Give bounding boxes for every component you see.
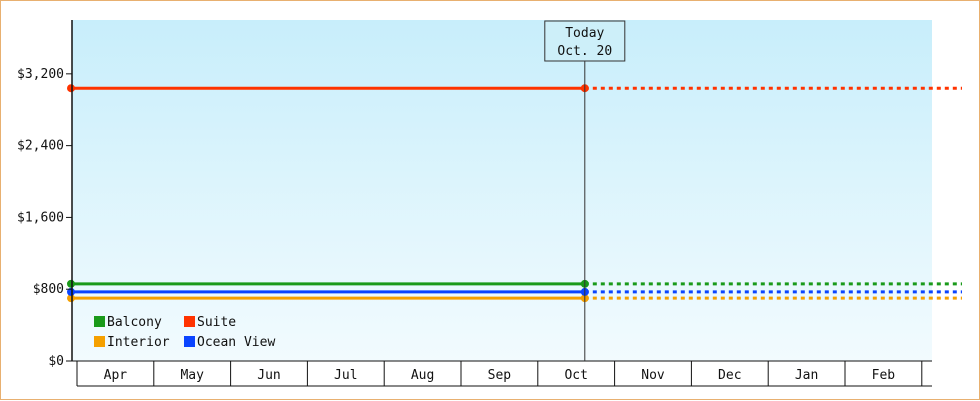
x-tick-label: Aug — [411, 368, 434, 383]
x-tick-label: Dec — [718, 368, 741, 383]
x-tick-label: Apr — [104, 368, 128, 383]
y-tick-label: $0 — [48, 354, 64, 369]
series-point-balcony — [67, 279, 75, 288]
plot-background — [72, 20, 932, 361]
legend-swatch-suite — [184, 316, 195, 327]
x-tick-label: Feb — [872, 368, 896, 383]
x-tick-label: Oct — [564, 368, 587, 383]
today-date: Oct. 20 — [557, 44, 612, 59]
y-tick-label: $3,200 — [17, 67, 64, 82]
legend-swatch-balcony — [94, 316, 105, 327]
legend-swatch-ocean-view — [184, 336, 195, 347]
series-point-interior — [67, 294, 75, 303]
today-label: Today — [565, 26, 604, 41]
x-tick-label: Jan — [795, 368, 818, 383]
y-tick-label: $800 — [33, 282, 64, 297]
legend-swatch-interior — [94, 336, 105, 347]
series-point-suite — [67, 84, 75, 93]
legend-label-suite: Suite — [197, 315, 236, 330]
x-tick-label: Jun — [257, 368, 280, 383]
today-box — [544, 20, 626, 62]
series-point-ocean-view — [67, 287, 75, 296]
y-tick-label: $2,400 — [17, 139, 64, 154]
x-tick-label: Sep — [488, 368, 512, 383]
legend-label-ocean-view: Ocean View — [197, 335, 275, 350]
x-tick-label: Jul — [334, 368, 357, 383]
legend-label-balcony: Balcony — [107, 315, 162, 330]
y-tick-label: $1,600 — [17, 210, 64, 225]
x-tick-label: May — [180, 368, 204, 383]
x-tick-label: Nov — [641, 368, 665, 383]
legend-label-interior: Interior — [107, 335, 170, 350]
